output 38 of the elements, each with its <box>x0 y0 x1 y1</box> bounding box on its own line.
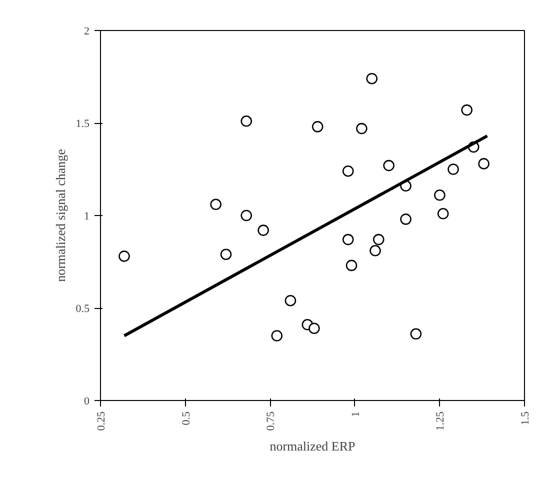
point <box>356 122 368 134</box>
x-axis-title: normalized ERP <box>270 438 356 454</box>
y-tick-label: 0.5 <box>76 303 90 315</box>
x-tick-label: 1.5 <box>520 411 532 426</box>
point <box>400 214 412 225</box>
point <box>383 160 394 172</box>
point <box>284 294 296 306</box>
point <box>118 250 130 262</box>
x-tick-label: 0.5 <box>180 411 192 426</box>
y-tick-label: 1.5 <box>76 118 90 130</box>
point <box>366 72 378 84</box>
point <box>240 210 252 222</box>
y-tick-label: 1 <box>84 210 90 222</box>
y-axis-title: normalized signal change <box>52 148 68 282</box>
point <box>342 165 354 177</box>
x-tick-label: 0.25 <box>96 411 108 431</box>
point <box>220 248 232 260</box>
point <box>434 190 446 201</box>
point <box>271 330 283 342</box>
x-tick-label: 0.75 <box>265 411 278 431</box>
point <box>437 208 449 220</box>
point <box>410 328 422 340</box>
x-tick-label: 1.25 <box>434 411 447 431</box>
point <box>342 234 354 246</box>
y-tick-label: 2 <box>84 26 90 38</box>
point <box>210 198 222 210</box>
point <box>478 158 490 170</box>
point <box>448 164 459 175</box>
point <box>346 260 358 272</box>
x-tick-label: 1 <box>350 412 362 417</box>
point <box>312 121 324 132</box>
point <box>240 116 252 127</box>
point <box>372 234 384 246</box>
point <box>258 224 269 236</box>
point <box>370 245 381 256</box>
y-tick-label: 0 <box>84 396 90 408</box>
point <box>308 322 320 334</box>
point <box>461 104 472 116</box>
